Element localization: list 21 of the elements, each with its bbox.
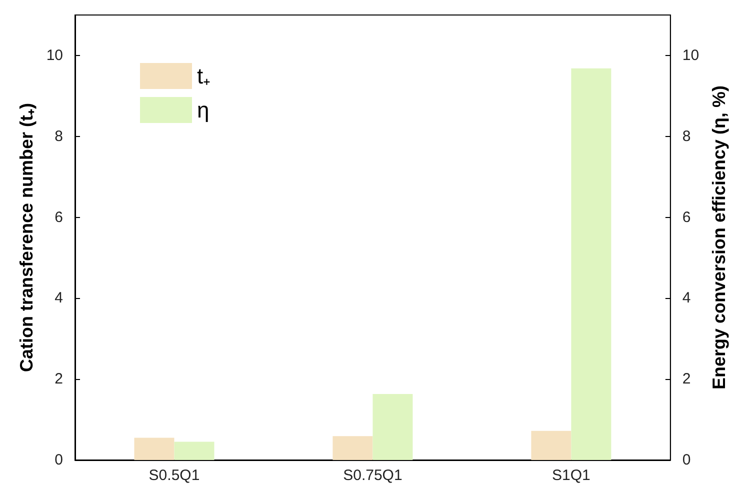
- legend-label: t₊: [197, 64, 210, 88]
- y2-tick-label: 2: [682, 370, 691, 388]
- y2-tick-label: 10: [682, 46, 700, 64]
- y-tick-label: 2: [54, 370, 63, 388]
- y2-tick-label: 0: [682, 452, 691, 468]
- y-tick-label: 10: [46, 46, 63, 64]
- y2-tick-label: 6: [682, 208, 691, 226]
- y-tick-label: 6: [54, 208, 63, 226]
- y2-tick-label: 4: [682, 290, 691, 307]
- y-axis-title: Cation transference number (t₊): [16, 102, 36, 372]
- y2-tick-label: 8: [682, 128, 691, 145]
- y-tick-label: 4: [54, 290, 63, 307]
- legend-label: η: [197, 98, 210, 122]
- y-tick-label: 0: [54, 452, 63, 468]
- x-tick-label: S0.75Q1: [343, 467, 402, 484]
- bar: [372, 394, 413, 460]
- bar: [571, 68, 612, 460]
- x-tick-label: S1Q1: [552, 467, 590, 484]
- y2-axis-title: Energy conversion efficiency (η, %): [709, 85, 729, 390]
- y-tick-label: 8: [54, 128, 63, 145]
- x-tick-label: S0.5Q1: [148, 467, 200, 484]
